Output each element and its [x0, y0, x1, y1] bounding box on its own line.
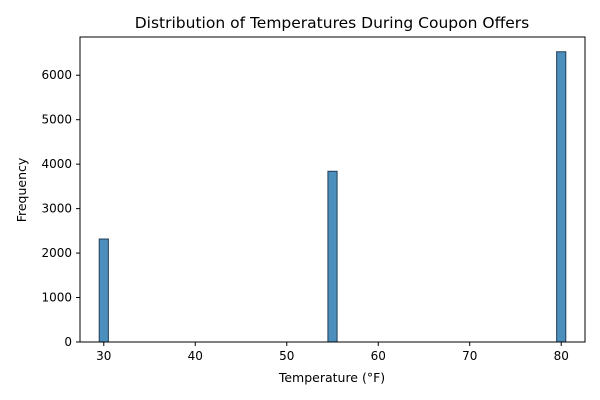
plot-frame	[79, 36, 586, 343]
y-tick-label: 4000	[41, 157, 72, 171]
x-axis-ticks: 30 40 50 60 70 80	[96, 342, 569, 363]
y-tick-label: 1000	[41, 291, 72, 305]
x-tick-label: 80	[554, 349, 569, 363]
bar-55	[327, 170, 338, 343]
y-axis-ticks: 0 1000 2000 3000 4000 5000 6000	[41, 68, 80, 349]
x-tick-label: 40	[188, 349, 203, 363]
bar-80	[556, 51, 567, 343]
y-axis-label: Frequency	[14, 157, 29, 222]
y-tick-label: 0	[64, 335, 72, 349]
x-tick-label: 60	[371, 349, 386, 363]
y-tick-label: 3000	[41, 202, 72, 216]
y-tick-label: 5000	[41, 113, 72, 127]
x-tick-label: 50	[279, 349, 294, 363]
bars-layer	[98, 51, 567, 343]
x-tick-label: 30	[96, 349, 111, 363]
y-tick-label: 2000	[41, 246, 72, 260]
x-axis-label: Temperature (°F)	[278, 370, 385, 385]
bar-30	[98, 238, 109, 343]
chart-title: Distribution of Temperatures During Coup…	[135, 14, 530, 32]
x-tick-label: 70	[462, 349, 477, 363]
y-tick-label: 6000	[41, 68, 72, 82]
